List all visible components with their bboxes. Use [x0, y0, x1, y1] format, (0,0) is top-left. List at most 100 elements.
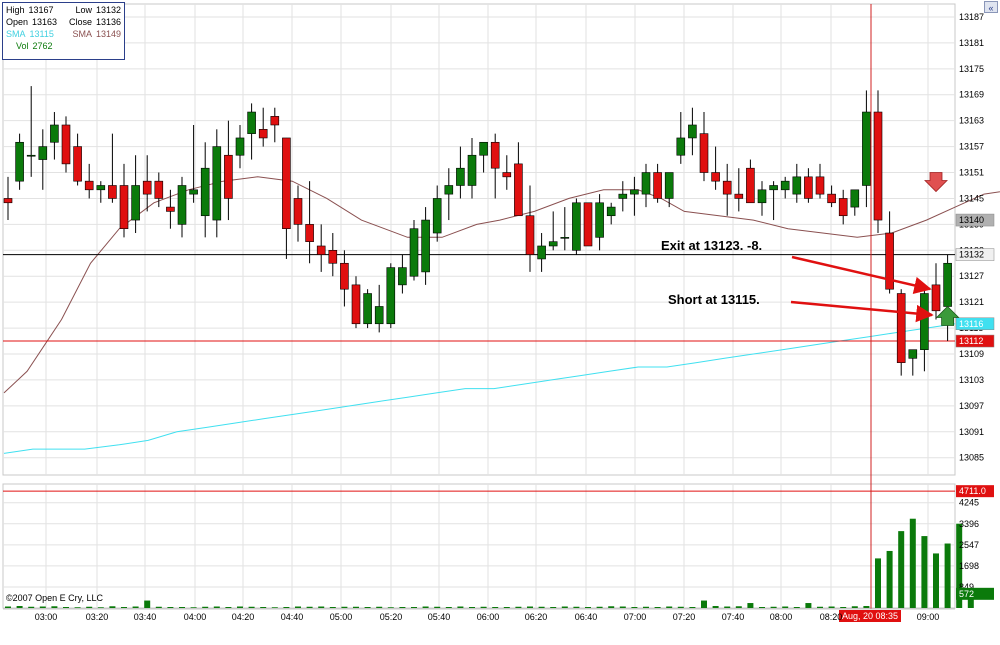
candle-down	[224, 120, 233, 221]
sma1-value: 13115	[29, 29, 54, 39]
candle-body	[792, 176, 802, 195]
candle-body	[270, 116, 280, 126]
volume-tag	[956, 587, 994, 600]
candle-body	[282, 137, 291, 229]
candle-up	[792, 163, 802, 203]
candle-down	[119, 163, 129, 238]
price-tick-label: 13175	[959, 64, 984, 74]
volume-bar	[550, 607, 557, 608]
volume-bar	[51, 606, 58, 608]
candle-body	[421, 219, 430, 273]
candle-body	[722, 180, 732, 195]
candle-up	[537, 233, 546, 272]
volume-bar	[376, 606, 383, 608]
candle-body	[142, 180, 152, 195]
volume-bar	[445, 607, 452, 608]
candle-down	[108, 133, 117, 203]
candle-body	[108, 185, 117, 199]
candle-up	[780, 176, 790, 199]
price-tick-label: 13127	[959, 271, 984, 281]
volume-bar	[747, 603, 754, 608]
volume-tick-label: 3396	[959, 519, 979, 529]
low-value: 13132	[95, 5, 121, 15]
volume-bar	[5, 606, 11, 608]
time-tick-label: 07:00	[624, 612, 647, 622]
time-tick-label: 04:20	[232, 612, 255, 622]
candle-up	[618, 181, 628, 212]
candle-up	[548, 211, 558, 251]
volume-bar	[306, 606, 313, 608]
volume-tag-label: 572	[959, 589, 974, 599]
short-entry-arrow	[924, 172, 948, 193]
volume-tick-label: 1698	[959, 561, 979, 571]
volume-bar	[782, 606, 789, 608]
close-label: Close	[68, 17, 92, 27]
volume-bar	[202, 606, 209, 608]
candle-body	[943, 262, 952, 307]
candle-up	[398, 254, 407, 294]
volume-bar	[793, 607, 800, 608]
candle-body	[224, 154, 233, 199]
time-tick-label: 07:40	[722, 612, 745, 622]
candle-down	[328, 233, 338, 277]
volume-bar	[585, 607, 591, 608]
candle-body	[26, 154, 36, 157]
candle-body	[699, 133, 709, 173]
volume-bar	[561, 606, 568, 608]
time-tick-label: 03:00	[35, 612, 58, 622]
volume-bar	[132, 606, 139, 608]
candle-body	[885, 232, 894, 290]
candle-body	[444, 185, 454, 195]
candle-body	[931, 284, 941, 312]
candle-body	[386, 267, 396, 325]
time-tick-label: 09:00	[917, 612, 940, 622]
candle-body	[119, 185, 129, 229]
candle-up	[676, 112, 686, 164]
volume-bar	[956, 523, 963, 608]
crosshair: Aug, 20 08:35	[839, 4, 901, 622]
candle-body	[328, 250, 338, 264]
volume-bar	[39, 606, 46, 608]
candle-up	[15, 133, 24, 190]
candle-down	[73, 133, 82, 186]
horizontal-price-lines	[3, 254, 955, 492]
volume-tick-label: 4245	[959, 498, 979, 508]
ohlc-info-box: High 13167 Low 13132 Open 13163 Close 13136 …	[2, 2, 125, 60]
time-tick-label: 04:40	[281, 612, 304, 622]
volume-bar	[735, 606, 742, 608]
volume-bar	[411, 607, 417, 608]
candle-body	[653, 172, 662, 199]
candle-up	[409, 220, 419, 281]
candle-down	[653, 163, 662, 203]
close-value: 13136	[95, 17, 121, 27]
volume-bar	[271, 607, 278, 608]
scroll-left-button[interactable]: «	[984, 1, 998, 13]
time-tick-label: 08:20	[820, 612, 843, 622]
volume-bar	[364, 607, 371, 608]
candle-up	[26, 86, 36, 177]
candle-body	[84, 180, 94, 191]
price-tag-label: 13140	[959, 215, 984, 225]
candle-up	[131, 155, 140, 234]
open-value: 13163	[32, 17, 58, 27]
volume-bar	[851, 606, 858, 608]
volume-bar	[770, 606, 777, 608]
volume-bar	[817, 606, 823, 608]
volume-bar	[179, 607, 185, 608]
candle-body	[896, 293, 906, 363]
candle-up	[189, 124, 198, 203]
candle-body	[131, 185, 140, 221]
candle-down	[282, 137, 291, 259]
candle-body	[38, 146, 48, 160]
price-tick-label: 13151	[959, 168, 984, 178]
volume-bar	[608, 606, 615, 608]
candle-up	[606, 202, 616, 225]
volume-bar	[74, 607, 81, 608]
time-tick-label: 06:20	[525, 612, 548, 622]
volume-bar	[909, 518, 916, 608]
short-annotation: Short at 13115.	[668, 292, 760, 307]
volume-bar	[759, 607, 765, 608]
volume-bar	[283, 607, 290, 608]
